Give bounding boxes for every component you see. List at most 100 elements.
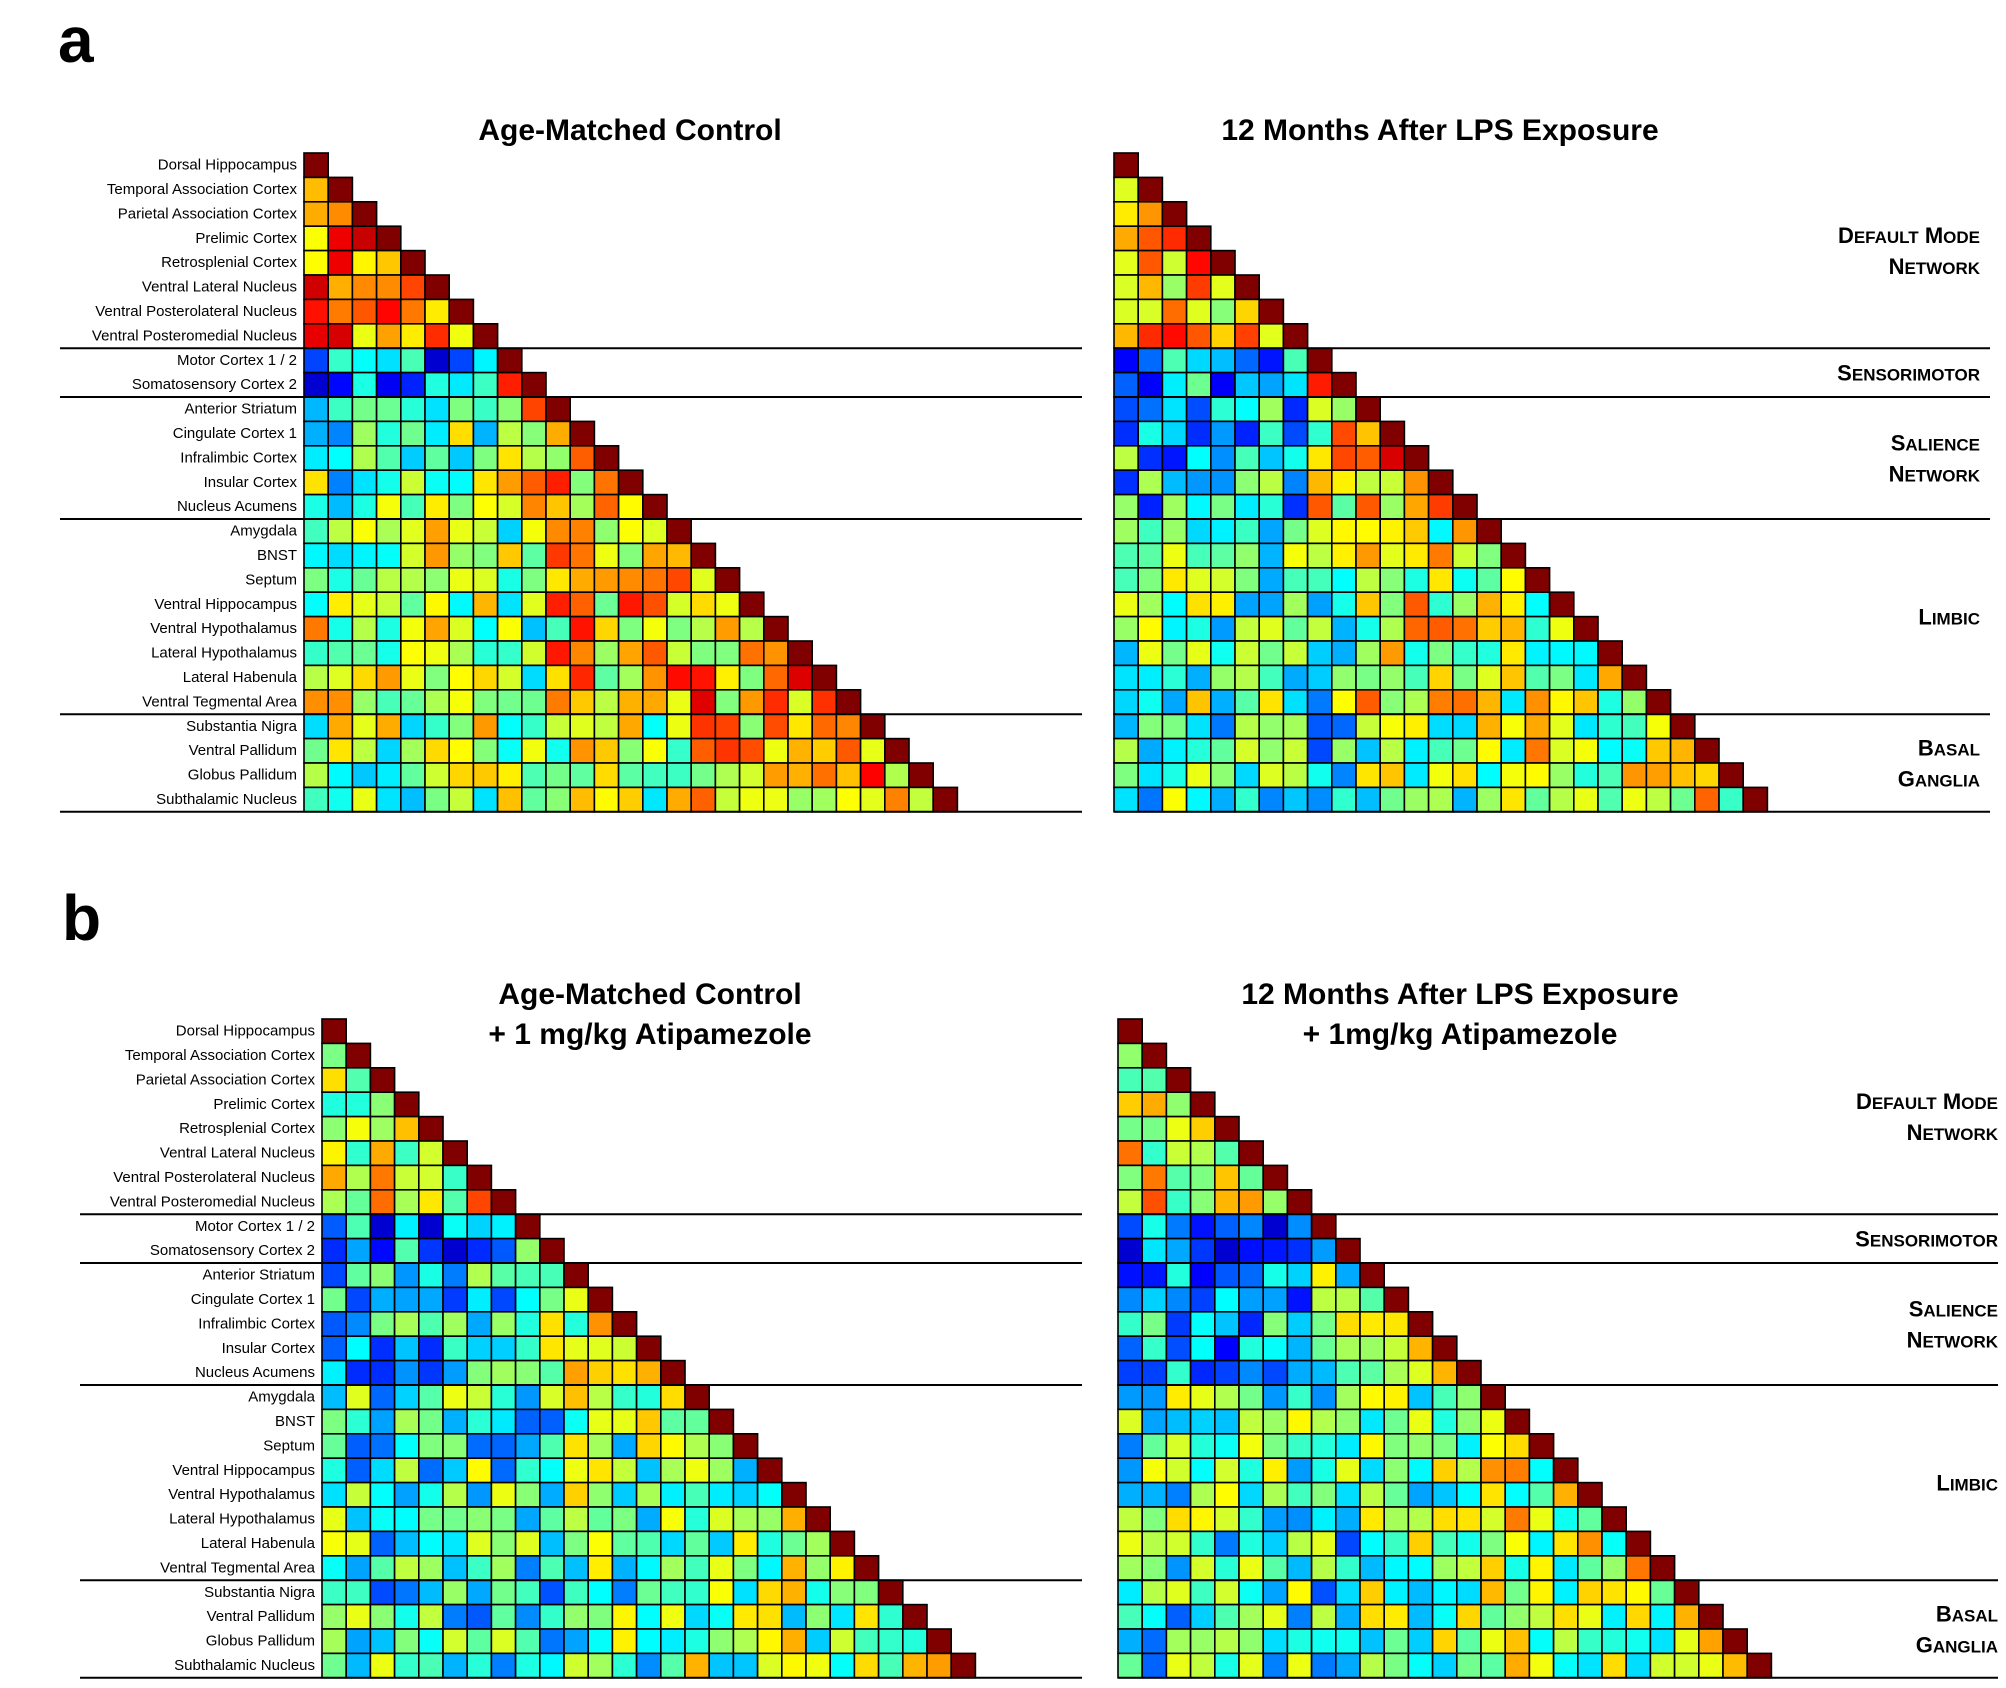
heatmap-cell [714, 786, 741, 813]
heatmap-cell [690, 566, 717, 593]
heatmap-cell [321, 1042, 348, 1069]
heatmap-cell [1331, 444, 1357, 471]
heatmap-cell [611, 1506, 638, 1533]
heatmap-cell [303, 518, 330, 545]
heatmap-cell [327, 274, 354, 301]
heatmap-cell [1431, 1433, 1458, 1460]
heatmap-cell [1113, 274, 1140, 301]
heatmap-cell [1214, 1555, 1240, 1582]
heatmap-cell [901, 1628, 928, 1655]
heatmap-cell [1379, 444, 1406, 471]
heatmap-cell [490, 1359, 517, 1386]
heatmap-cell [1552, 1481, 1579, 1508]
heatmap-cell [1335, 1384, 1361, 1411]
heatmap-cell [303, 542, 330, 569]
heatmap-cell [399, 615, 426, 642]
heatmap-cell [1456, 1530, 1482, 1557]
heatmap-cell [345, 1237, 372, 1264]
heatmap-cell [1286, 1335, 1313, 1362]
heatmap-cell [1403, 469, 1430, 496]
network-label: SALIENCE [1909, 1297, 1998, 1322]
heatmap-cell [1355, 615, 1382, 642]
heatmap-cell [1427, 640, 1454, 667]
heatmap-cell [617, 762, 644, 789]
heatmap-cell [587, 1359, 614, 1386]
heatmap-cell [490, 1652, 517, 1679]
heatmap-cell [684, 1481, 711, 1508]
heatmap-cell [738, 713, 765, 740]
heatmap-cell [1161, 664, 1188, 691]
heatmap-cell [466, 1433, 493, 1460]
heatmap-cell [1210, 347, 1236, 374]
heatmap-cell [1165, 1433, 1192, 1460]
heatmap-cell [1262, 1213, 1289, 1240]
heatmap-cell [417, 1335, 444, 1362]
heatmap-cell [762, 762, 789, 789]
heatmap-cell [569, 420, 596, 447]
heatmap-cell [1262, 1579, 1289, 1606]
heatmap-cell [877, 1652, 904, 1679]
heatmap-cell [756, 1530, 783, 1557]
heatmap-cell [538, 1652, 565, 1679]
heatmap-cell [1141, 1091, 1168, 1118]
heatmap-cell [811, 688, 838, 715]
heatmap-cell [393, 1481, 420, 1508]
heatmap-cell [1306, 786, 1333, 813]
heatmap-cell [1500, 591, 1527, 618]
heatmap-cell [448, 786, 475, 813]
heatmap-cell [538, 1457, 565, 1484]
heatmap-cell [369, 1189, 396, 1216]
region-label: Retrosplenial Cortex [179, 1120, 315, 1137]
heatmap-cell [1504, 1457, 1531, 1484]
heatmap-cell [466, 1262, 493, 1289]
heatmap-cell [1524, 737, 1551, 764]
heatmap-cell [1456, 1433, 1482, 1460]
heatmap-cell [351, 493, 378, 520]
heatmap-cell [1117, 1018, 1144, 1045]
heatmap-cell [617, 737, 644, 764]
heatmap-cell [641, 664, 668, 691]
heatmap-cell [1210, 542, 1236, 569]
heatmap-cell [375, 786, 402, 813]
heatmap-cell [417, 1506, 444, 1533]
network-label: BASAL [1936, 1602, 1998, 1627]
heatmap-cell [466, 1579, 493, 1606]
heatmap-cell [369, 1579, 396, 1606]
heatmap-cell [1113, 688, 1140, 715]
heatmap-cell [538, 1384, 565, 1411]
heatmap-cell [321, 1628, 348, 1655]
heatmap-cell [520, 371, 547, 398]
heatmap-cell [908, 786, 935, 813]
region-label: Ventral Posterolateral Nucleus [95, 303, 297, 320]
heatmap-cell [424, 322, 451, 349]
heatmap-cell [514, 1359, 541, 1386]
heatmap-cell [345, 1481, 372, 1508]
heatmap-cell [1431, 1603, 1458, 1630]
heatmap-cell [1282, 493, 1309, 520]
heatmap-cell [1403, 664, 1430, 691]
heatmap-cell [1141, 1067, 1168, 1094]
network-label: DEFAULT MODE [1838, 223, 1980, 248]
heatmap-cell [829, 1555, 856, 1582]
heatmap-cell [1649, 1652, 1676, 1679]
heatmap-cell [1113, 664, 1140, 691]
heatmap-cell [442, 1433, 469, 1460]
heatmap-cell [641, 566, 668, 593]
heatmap-cell [756, 1457, 783, 1484]
heatmap-cell [1141, 1335, 1168, 1362]
heatmap-cell [472, 396, 499, 423]
heatmap-cell [853, 1555, 880, 1582]
heatmap-cell [424, 762, 451, 789]
heatmap-cell [496, 713, 523, 740]
heatmap-cell [472, 444, 499, 471]
heatmap-cell [1234, 591, 1261, 618]
heatmap-cell [442, 1262, 469, 1289]
heatmap-cell [617, 664, 644, 691]
heatmap-cell [321, 1384, 348, 1411]
heatmap-cell [1141, 1262, 1168, 1289]
heatmap-cell [1548, 688, 1575, 715]
heatmap-cell [1601, 1555, 1628, 1582]
heatmap-cell [1262, 1603, 1289, 1630]
heatmap-cell [659, 1481, 686, 1508]
heatmap-cell [811, 664, 838, 691]
